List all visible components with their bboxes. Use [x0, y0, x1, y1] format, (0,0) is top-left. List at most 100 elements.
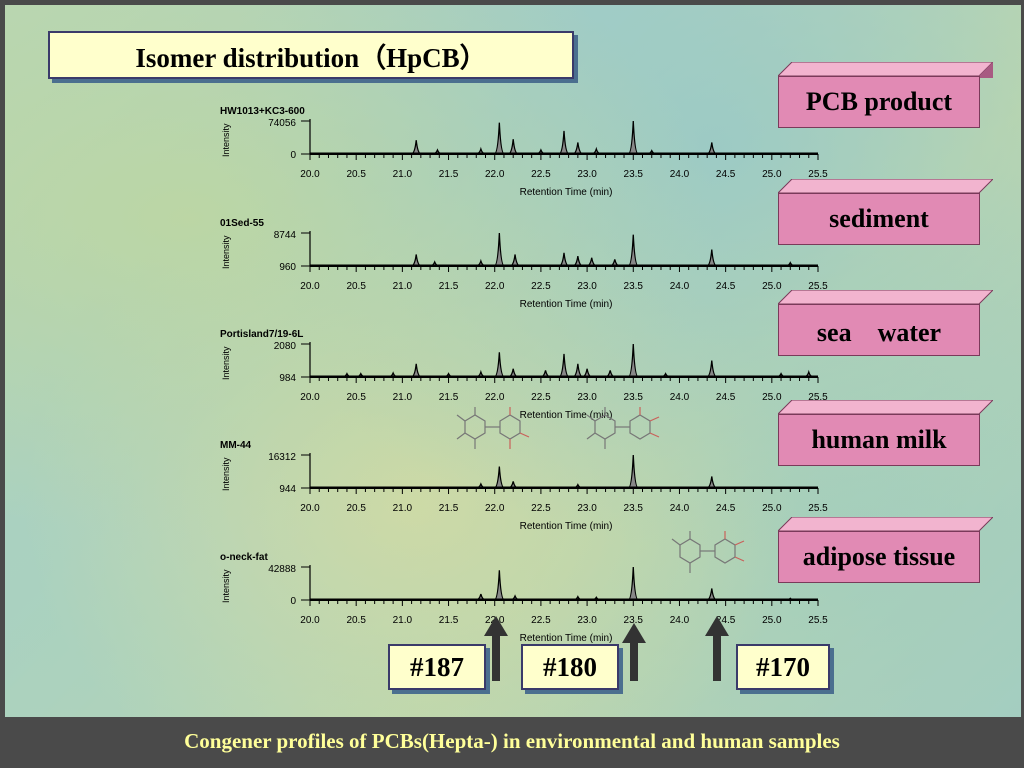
chromatogram-peak [432, 148, 443, 155]
x-tick-label: 20.5 [346, 615, 366, 626]
x-tick-label: 22.5 [531, 169, 551, 180]
up-arrow-icon [622, 623, 646, 681]
x-axis-label: Retention Time (min) [520, 187, 613, 198]
x-tick-label: 21.5 [439, 503, 459, 514]
chromatogram-peak [558, 353, 570, 378]
x-tick-label: 24.0 [670, 392, 690, 403]
y-tick-label: 0 [290, 150, 296, 161]
x-tick-label: 21.0 [393, 503, 413, 514]
x-tick-label: 22.0 [485, 281, 505, 292]
x-tick-label: 24.0 [670, 281, 690, 292]
marker-170-box: #170 [736, 644, 830, 690]
y-tick-label: 74056 [268, 118, 296, 129]
chromatogram-peak [443, 372, 454, 378]
x-tick-label: 25.0 [762, 503, 782, 514]
x-tick-label: 24.5 [716, 281, 736, 292]
label-text: sediment [829, 204, 929, 233]
x-tick-label: 20.0 [300, 615, 320, 626]
chromatogram-peak [660, 372, 671, 378]
page-title: Isomer distribution（HpCB） [135, 42, 487, 73]
chromatogram-peak [429, 260, 440, 267]
marker-label: #180 [543, 651, 597, 682]
sample-name: 01Sed-55 [220, 218, 264, 229]
x-tick-label: 23.5 [624, 615, 644, 626]
x-tick-label: 20.0 [300, 281, 320, 292]
pcb-structure-icon [456, 407, 530, 449]
chromatogram-peak [388, 371, 399, 378]
x-tick-label: 24.0 [670, 169, 690, 180]
pcb-structure-icon [586, 407, 660, 449]
x-tick-label: 20.5 [346, 503, 366, 514]
x-tick-label: 25.5 [808, 169, 828, 180]
x-tick-label: 21.5 [439, 169, 459, 180]
chromatogram-peak [494, 570, 505, 601]
marker-180-box: #180 [521, 644, 619, 690]
x-tick-label: 23.5 [624, 281, 644, 292]
sample-name: MM-44 [220, 440, 252, 451]
label-text: sea water [816, 317, 942, 347]
chromatogram-peak [572, 595, 583, 601]
x-tick-label: 22.5 [531, 281, 551, 292]
chromatogram-peak [706, 249, 717, 267]
sample-label-sea-water: sea water [778, 290, 993, 356]
chromatogram-peak [646, 149, 657, 155]
sample-name: Portisland7/19-6L [220, 329, 303, 340]
sample-label-adipose-tissue: adipose tissue [778, 517, 993, 583]
y-tick-label: 2080 [274, 341, 297, 352]
x-tick-label: 21.0 [393, 169, 413, 180]
x-tick-label: 23.0 [577, 503, 597, 514]
x-tick-label: 24.0 [670, 615, 690, 626]
x-tick-label: 21.5 [439, 281, 459, 292]
x-tick-label: 21.0 [393, 281, 413, 292]
x-tick-label: 23.0 [577, 615, 597, 626]
chromatogram-peak [572, 142, 583, 155]
chromatogram-peak [706, 142, 717, 155]
x-axis-label: Retention Time (min) [520, 299, 613, 310]
chromatogram-peak [776, 372, 787, 378]
label-text: human milk [811, 425, 947, 454]
x-tick-label: 25.5 [808, 615, 828, 626]
sample-label-pcb-product: PCB product [778, 62, 993, 128]
x-tick-label: 20.5 [346, 169, 366, 180]
y-axis-label: Intensity [221, 235, 231, 269]
x-tick-label: 22.0 [485, 503, 505, 514]
label-text: adipose tissue [802, 542, 956, 571]
x-tick-label: 25.5 [808, 503, 828, 514]
marker-label: #187 [410, 651, 464, 682]
x-tick-label: 22.5 [531, 392, 551, 403]
x-tick-label: 25.0 [762, 615, 782, 626]
x-tick-label: 22.5 [531, 503, 551, 514]
y-tick-label: 8744 [274, 230, 297, 241]
chromatogram-peak [572, 363, 584, 378]
x-tick-label: 23.5 [624, 392, 644, 403]
x-tick-label: 20.0 [300, 503, 320, 514]
x-tick-label: 21.5 [439, 615, 459, 626]
y-tick-label: 944 [279, 484, 296, 495]
footer-caption: Congener profiles of PCBs(Hepta-) in env… [184, 729, 840, 753]
x-axis-label: Retention Time (min) [520, 521, 613, 532]
sample-name: HW1013+KC3-600 [220, 106, 305, 117]
chromatogram-peak [627, 343, 639, 378]
y-tick-label: 42888 [268, 564, 296, 575]
x-tick-label: 22.5 [531, 615, 551, 626]
x-tick-label: 23.0 [577, 169, 597, 180]
x-axis-label: Retention Time (min) [520, 633, 613, 644]
pcb-structure-icon [671, 531, 745, 573]
chromatogram-peak [627, 234, 639, 267]
x-tick-label: 24.5 [716, 169, 736, 180]
x-tick-label: 21.5 [439, 392, 459, 403]
title-box: Isomer distribution（HpCB） [48, 31, 574, 79]
up-arrow-icon [705, 616, 729, 681]
chromatogram-peak [627, 566, 639, 601]
x-tick-label: 25.0 [762, 169, 782, 180]
x-tick-label: 25.5 [808, 281, 828, 292]
y-axis-label: Intensity [221, 346, 231, 380]
chromatogram-peak [785, 261, 796, 267]
x-tick-label: 23.0 [577, 281, 597, 292]
footer-bar: Congener profiles of PCBs(Hepta-) in env… [0, 717, 1024, 768]
y-axis-label: Intensity [221, 123, 231, 157]
y-tick-label: 0 [290, 596, 296, 607]
x-tick-label: 23.0 [577, 392, 597, 403]
x-tick-label: 25.0 [762, 281, 782, 292]
sample-label-sediment: sediment [778, 179, 993, 245]
